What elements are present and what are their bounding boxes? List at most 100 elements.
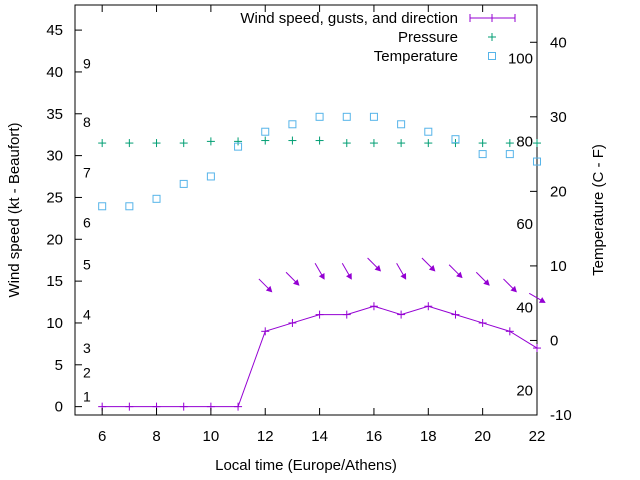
pressure-point xyxy=(369,139,378,148)
wind-speed-point xyxy=(179,402,188,411)
x-tick-label: 14 xyxy=(311,428,328,445)
legend-label-wind: Wind speed, gusts, and direction xyxy=(240,10,458,27)
y-left-tick-label: 35 xyxy=(46,106,63,123)
pressure-point xyxy=(234,137,243,146)
x-tick-label: 10 xyxy=(203,428,220,445)
wind-direction-arrow xyxy=(421,257,436,272)
y-axis-left-title: Wind speed (kt - Beaufort) xyxy=(6,122,23,297)
beaufort-label: 5 xyxy=(83,256,91,272)
wind-direction-arrow xyxy=(367,257,382,272)
wind-direction-arrow-head xyxy=(374,265,382,272)
y-right-tick-label: 20 xyxy=(550,183,567,200)
wind-direction-arrow xyxy=(396,263,407,280)
pressure-point xyxy=(424,139,433,148)
x-tick-label: 16 xyxy=(366,428,383,445)
wind-direction-arrow-head xyxy=(483,279,490,286)
temperature-point xyxy=(125,202,134,211)
pressure-point xyxy=(533,139,541,148)
wind-direction-arrow xyxy=(285,271,300,286)
pressure-point xyxy=(98,139,107,148)
beaufort-label: 9 xyxy=(83,56,91,72)
temperature-point xyxy=(152,194,161,203)
temperature-point xyxy=(234,142,243,151)
wind-direction-arrow xyxy=(448,264,463,279)
wind-direction-arrow xyxy=(475,271,490,286)
wind-direction-arrow xyxy=(503,278,517,293)
wind-speed-point xyxy=(533,344,541,353)
pressure-point xyxy=(261,136,270,145)
wind-speed-point xyxy=(315,310,324,319)
y-right-tick-label: -10 xyxy=(550,407,572,424)
pressure-point xyxy=(342,139,351,148)
wind-speed-point xyxy=(397,310,406,319)
wind-direction-arrow xyxy=(258,278,273,293)
pressure-point xyxy=(206,137,215,146)
wind-direction-arrow-head xyxy=(293,279,300,286)
y-right-tick-label: 40 xyxy=(550,34,567,51)
x-tick-label: 8 xyxy=(152,428,160,445)
series-marks xyxy=(98,112,546,411)
wind-speed-point xyxy=(261,327,270,336)
x-tick-label: 6 xyxy=(98,428,106,445)
y-right-tick-label: 10 xyxy=(550,258,567,275)
y-left-tick-label: 20 xyxy=(46,231,63,248)
plot-frame xyxy=(74,4,538,416)
fahrenheit-label: 20 xyxy=(516,382,533,399)
temperature-point xyxy=(451,135,460,144)
wind-direction-arrow-head xyxy=(400,273,407,280)
wind-speed-line xyxy=(102,305,538,408)
y-left-tick-label: 15 xyxy=(46,273,63,290)
legend-label-pressure: Pressure xyxy=(398,29,458,46)
y-left-tick-label: 10 xyxy=(46,315,63,332)
y-right-tick-label: 30 xyxy=(550,109,567,126)
pressure-point xyxy=(125,139,134,148)
wind-direction-arrow-head xyxy=(428,265,436,272)
wind-speed-point xyxy=(234,402,243,411)
temperature-point xyxy=(98,202,107,211)
wind-speed-point xyxy=(505,327,514,336)
temperature-point xyxy=(261,127,270,136)
x-tick-label: 22 xyxy=(529,428,546,445)
y-left-tick-label: 30 xyxy=(46,148,63,165)
wind-direction-arrow xyxy=(341,263,352,280)
beaufort-label: 7 xyxy=(83,164,91,180)
wind-speed-point xyxy=(478,318,487,327)
fahrenheit-label: 60 xyxy=(516,216,533,233)
wind-direction-arrow xyxy=(314,263,325,280)
legend: Wind speed, gusts, and direction Pressur… xyxy=(240,10,516,65)
wind-speed-point xyxy=(342,310,351,319)
wind-speed-point xyxy=(288,318,297,327)
beaufort-label: 1 xyxy=(83,389,91,405)
wind-direction-arrow-head xyxy=(265,285,273,293)
pressure-point xyxy=(505,139,514,148)
y-axis-right-title: Temperature (C - F) xyxy=(590,144,607,276)
pressure-point xyxy=(288,136,297,145)
wind-direction-arrow-head xyxy=(346,273,352,280)
legend-label-temperature: Temperature xyxy=(374,48,458,65)
y-left-tick-label: 0 xyxy=(55,399,63,416)
temperature-point xyxy=(179,179,188,188)
fahrenheit-label: 100 xyxy=(508,51,533,68)
wind-speed-point xyxy=(125,402,134,411)
temperature-point xyxy=(533,157,541,166)
pressure-point xyxy=(179,139,188,148)
temperature-point xyxy=(505,150,514,159)
wind-direction-arrow-head xyxy=(318,273,325,280)
temperature-point xyxy=(424,127,433,136)
temperature-point xyxy=(288,120,297,129)
temperature-point xyxy=(397,120,406,129)
x-tick-label: 12 xyxy=(257,428,274,445)
beaufort-label: 3 xyxy=(83,340,91,356)
x-axis-title: Local time (Europe/Athens) xyxy=(215,457,397,474)
beaufort-label: 6 xyxy=(83,215,91,231)
axis-ticks: 6 8 10 12 14 16 18 20 22051015202530354045-10010… xyxy=(46,5,572,445)
wind-speed-point xyxy=(424,302,433,311)
temperature-point xyxy=(478,150,487,159)
wind-speed-point xyxy=(451,310,460,319)
wind-direction-arrow-head xyxy=(538,297,546,303)
wind-direction-arrow-head xyxy=(456,271,463,279)
y-right-tick-label: 0 xyxy=(550,332,558,349)
x-tick-label: 18 xyxy=(420,428,437,445)
y-left-tick-label: 40 xyxy=(46,64,63,81)
